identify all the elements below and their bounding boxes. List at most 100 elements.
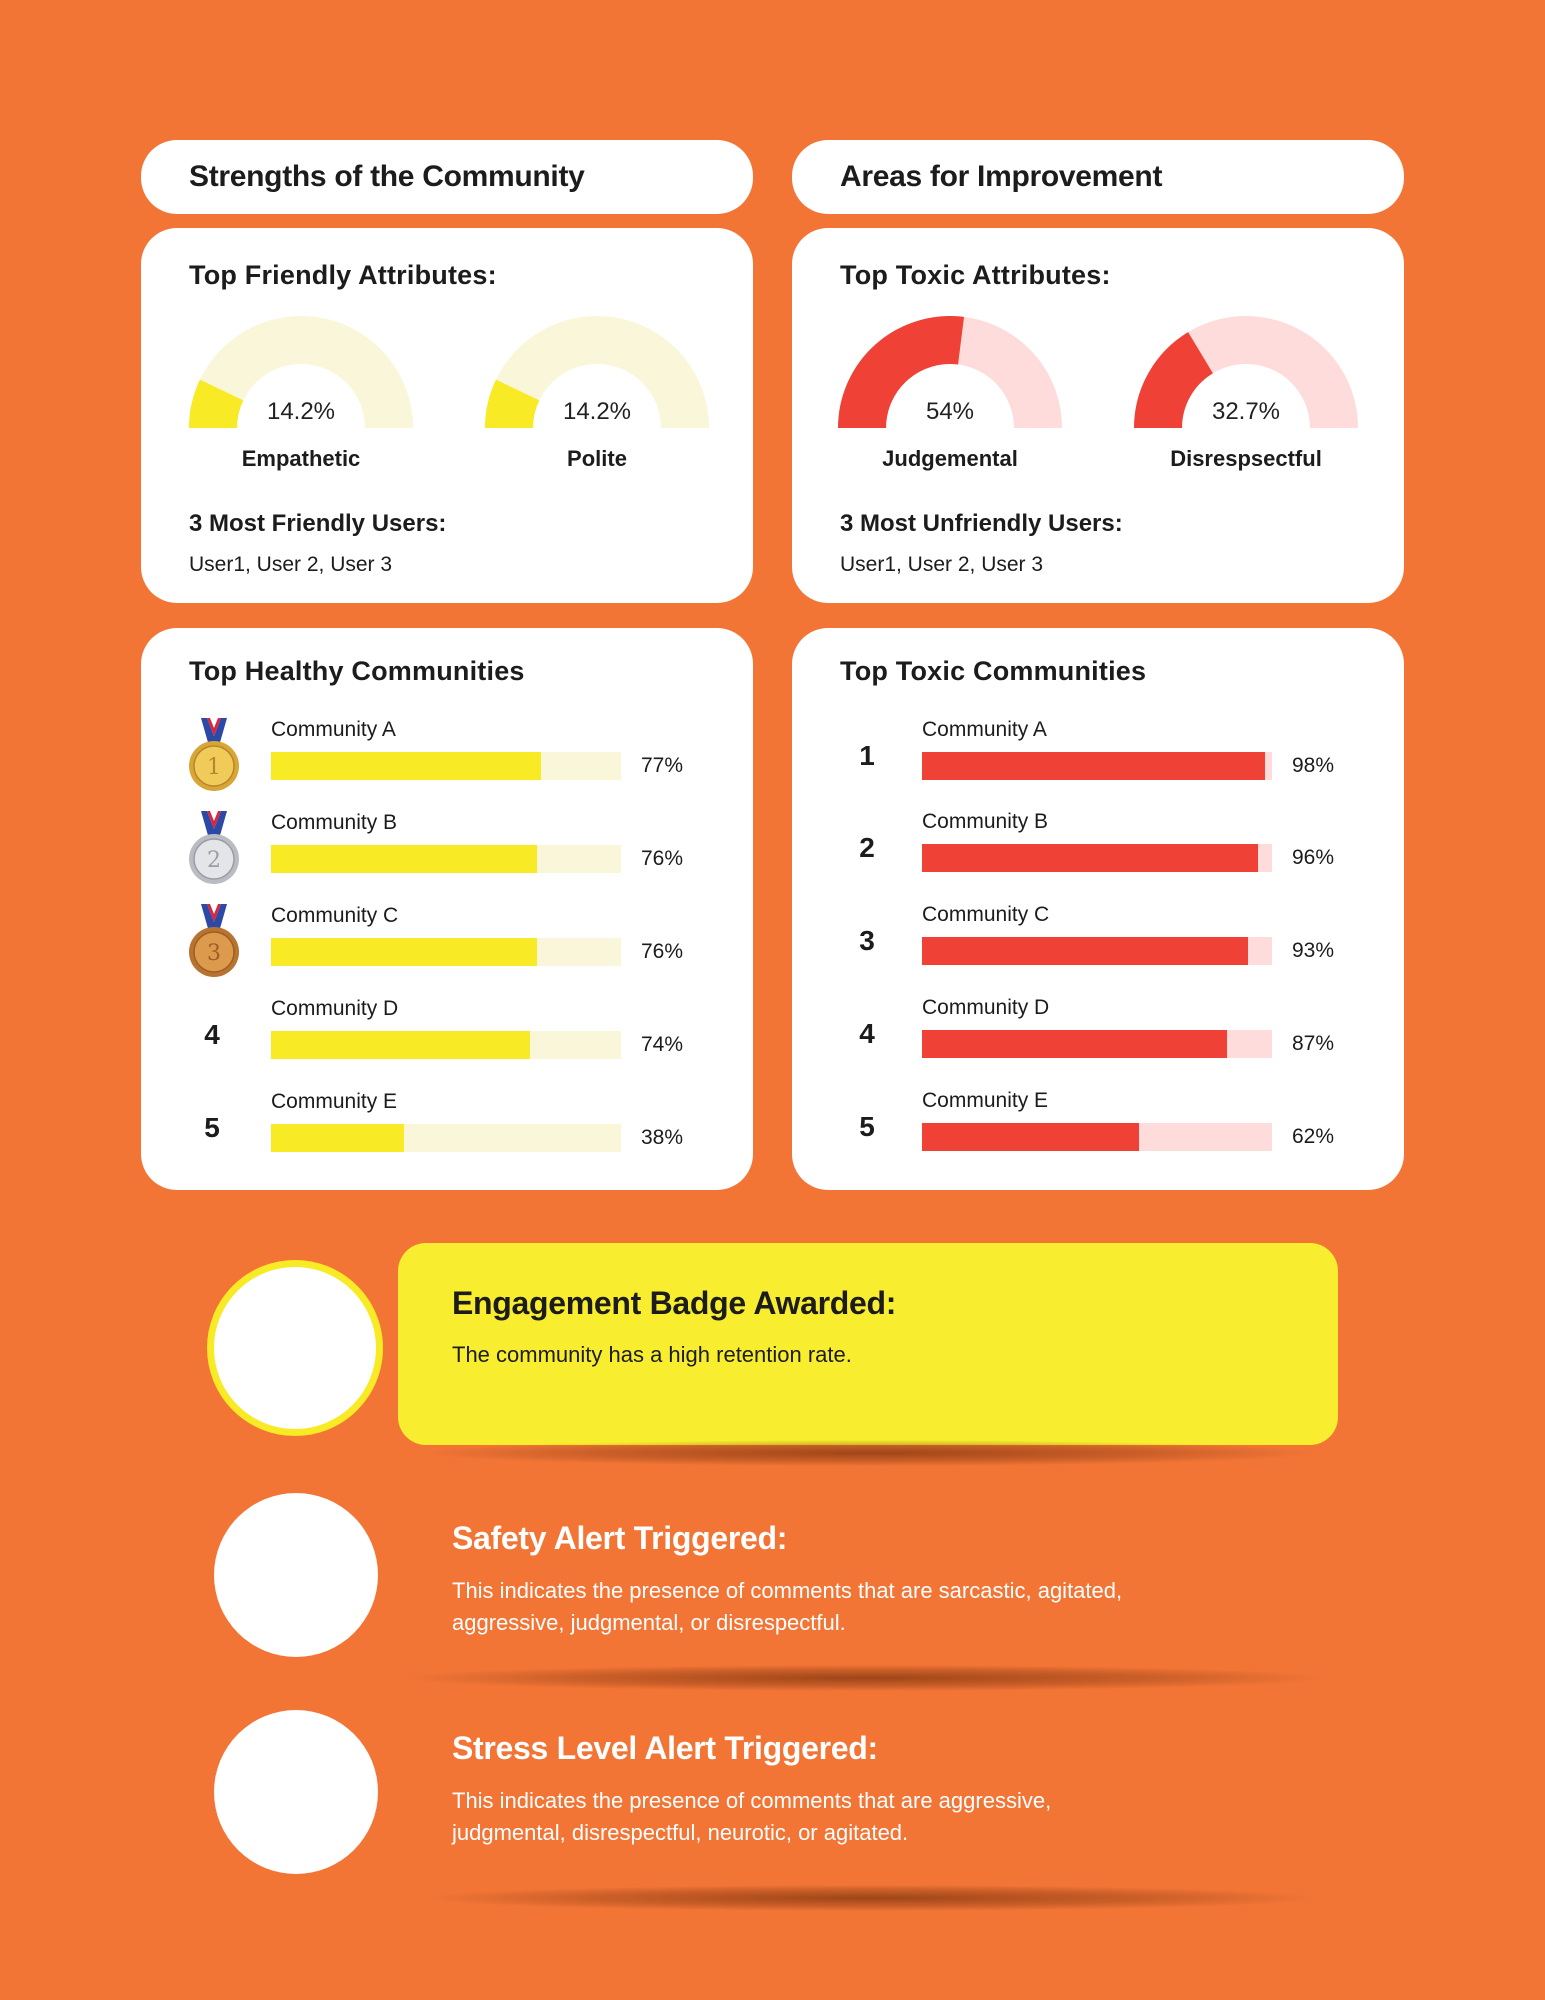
gauge-empathetic: 14.2% Empathetic xyxy=(189,316,413,486)
healthy-bar-fill xyxy=(271,845,537,873)
healthy-row-4: 4 Community D 74% xyxy=(141,997,753,1089)
engagement-shadow xyxy=(430,1440,1310,1466)
healthy-bar-track xyxy=(271,845,621,873)
svg-text:2: 2 xyxy=(207,848,221,873)
strengths-header-label: Strengths of the Community xyxy=(189,160,585,193)
rank-number: 5 xyxy=(859,1111,875,1142)
safety-alert-desc: This indicates the presence of comments … xyxy=(452,1578,1123,1635)
gauge-value: 14.2% xyxy=(266,398,336,425)
toxic-attributes-card: Top Toxic Attributes: 54% Judgemental 32… xyxy=(792,228,1404,603)
toxic-bar-fill xyxy=(922,937,1248,965)
community-percent: 74% xyxy=(641,1033,684,1056)
community-name: Community A xyxy=(271,718,396,741)
gauge-label: Empathetic xyxy=(241,446,361,471)
safety-alert-circle xyxy=(214,1493,378,1657)
friendly-users-title: 3 Most Friendly Users: xyxy=(189,510,447,537)
healthy-row-3: 3 Community C 76% xyxy=(141,904,753,996)
stress-shadow xyxy=(430,1885,1310,1911)
toxic-row-3: 3 Community C 93% xyxy=(792,903,1404,995)
rank-number: 5 xyxy=(204,1112,220,1143)
improvement-header: Areas for Improvement xyxy=(792,140,1404,214)
silver-medal-icon: 2 xyxy=(189,811,239,884)
toxic-bar-track xyxy=(922,844,1272,872)
gauge-fill xyxy=(1134,332,1214,429)
toxic-row-5: 5 Community E 62% xyxy=(792,1089,1404,1181)
community-percent: 76% xyxy=(641,847,684,870)
healthy-bar-track xyxy=(271,1031,621,1059)
gauge-empathetic-arc xyxy=(189,316,413,429)
community-percent: 93% xyxy=(1292,939,1335,962)
community-percent: 76% xyxy=(641,940,684,963)
toxic-bar-track xyxy=(922,1030,1272,1058)
community-name: Community A xyxy=(922,718,1047,741)
svg-text:3: 3 xyxy=(207,941,221,966)
community-name: Community D xyxy=(271,997,399,1020)
unfriendly-users-title: 3 Most Unfriendly Users: xyxy=(840,510,1123,537)
stress-alert-desc: This indicates the presence of comments … xyxy=(452,1788,1052,1845)
toxic-communities-title: Top Toxic Communities xyxy=(840,656,1147,686)
gauge-disrespectful-arc xyxy=(1134,316,1358,429)
healthy-row-1: 1 Community A 77% xyxy=(141,718,753,810)
stress-alert-title: Stress Level Alert Triggered: xyxy=(452,1730,878,1766)
toxic-bar-track xyxy=(922,937,1272,965)
rank-number: 1 xyxy=(859,740,875,771)
gauge-judgemental-arc xyxy=(838,316,1062,429)
stress-alert-circle xyxy=(214,1710,378,1874)
community-name: Community E xyxy=(271,1090,398,1113)
toxic-bar-track xyxy=(922,752,1272,780)
healthy-communities-card: Top Healthy Communities 1 Community A 77… xyxy=(141,628,753,1190)
healthy-bar-track xyxy=(271,1124,621,1152)
community-name: Community B xyxy=(271,811,398,834)
community-percent: 38% xyxy=(641,1126,684,1149)
community-percent: 98% xyxy=(1292,754,1335,777)
community-percent: 77% xyxy=(641,754,684,777)
gauge-label: Judgemental xyxy=(882,446,1018,471)
community-percent: 62% xyxy=(1292,1125,1335,1148)
rank-number: 3 xyxy=(859,925,875,956)
healthy-bar-fill xyxy=(271,1124,404,1152)
improvement-header-label: Areas for Improvement xyxy=(840,160,1163,193)
gauge-value: 32.7% xyxy=(1211,398,1281,425)
gauge-judgemental: 54% Judgemental xyxy=(838,316,1062,486)
gauge-track xyxy=(485,316,709,429)
friendly-attributes-card: Top Friendly Attributes: 14.2% Empatheti… xyxy=(141,228,753,603)
gauge-track xyxy=(189,316,413,429)
engagement-badge-circle xyxy=(207,1260,383,1436)
healthy-bar-fill xyxy=(271,752,541,780)
gauge-fill xyxy=(189,379,244,429)
community-percent: 87% xyxy=(1292,1032,1335,1055)
strengths-header: Strengths of the Community xyxy=(141,140,753,214)
gauge-label: Polite xyxy=(567,446,627,471)
gauge-disrespectful: 32.7% Disrespsectful xyxy=(1134,316,1358,486)
healthy-row-5: 5 Community E 38% xyxy=(141,1090,753,1182)
toxic-bar-track xyxy=(922,1123,1272,1151)
rank-number: 4 xyxy=(204,1019,220,1050)
toxic-bar-fill xyxy=(922,844,1258,872)
friendly-users-list: User1, User 2, User 3 xyxy=(189,553,393,576)
safety-shadow xyxy=(410,1665,1320,1691)
healthy-bar-track xyxy=(271,752,621,780)
toxic-row-2: 2 Community B 96% xyxy=(792,810,1404,902)
safety-alert-title: Safety Alert Triggered: xyxy=(452,1520,788,1556)
gold-medal-icon: 1 xyxy=(189,718,239,791)
gauge-label: Disrespsectful xyxy=(1170,446,1322,471)
healthy-bar-track xyxy=(271,938,621,966)
toxic-bar-fill xyxy=(922,1030,1227,1058)
gauge-fill xyxy=(838,316,965,429)
rank-number: 2 xyxy=(859,832,875,863)
engagement-badge-panel: Engagement Badge Awarded: The community … xyxy=(398,1243,1338,1445)
gauge-polite: 14.2% Polite xyxy=(485,316,709,486)
community-name: Community B xyxy=(922,810,1049,833)
toxic-row-4: 4 Community D 87% xyxy=(792,996,1404,1088)
toxic-attributes-title: Top Toxic Attributes: xyxy=(840,260,1111,290)
gauge-value: 14.2% xyxy=(562,398,632,425)
friendly-attributes-title: Top Friendly Attributes: xyxy=(189,260,497,290)
svg-text:1: 1 xyxy=(207,755,221,780)
engagement-badge-title: Engagement Badge Awarded: xyxy=(452,1285,897,1321)
community-name: Community C xyxy=(922,903,1050,926)
community-percent: 96% xyxy=(1292,846,1335,869)
engagement-badge-desc: The community has a high retention rate. xyxy=(452,1342,852,1367)
community-name: Community E xyxy=(922,1089,1049,1112)
healthy-bar-fill xyxy=(271,938,537,966)
healthy-bar-fill xyxy=(271,1031,530,1059)
